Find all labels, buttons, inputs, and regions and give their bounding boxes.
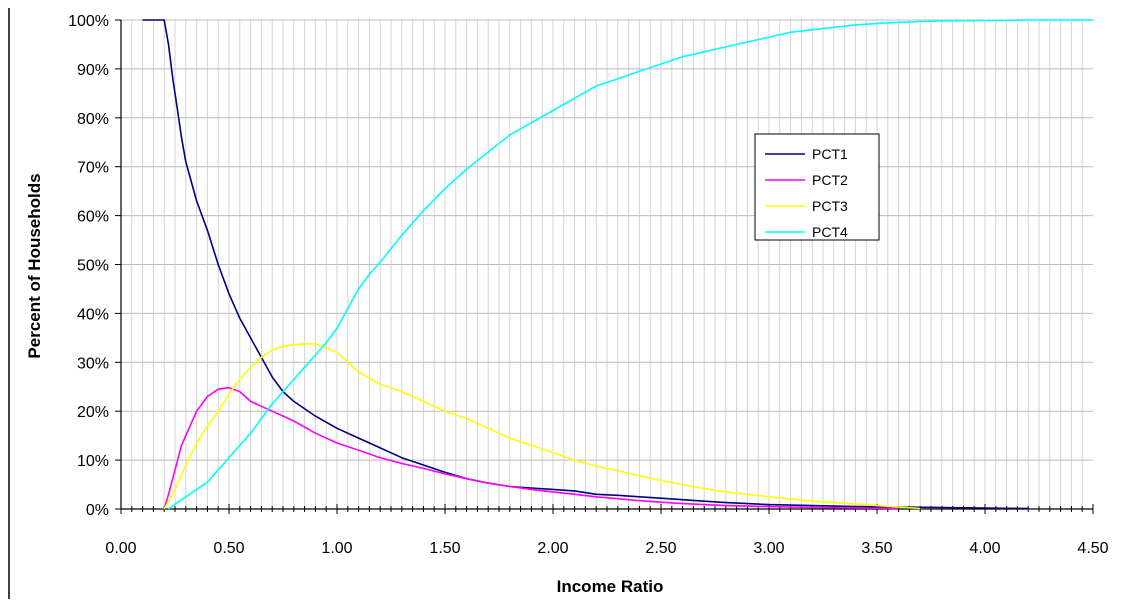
x-tick-label: 2.50	[645, 540, 676, 557]
x-tick-label: 4.00	[969, 540, 1000, 557]
y-tick-label: 90%	[77, 62, 109, 79]
series-line-pct1	[142, 19, 1029, 510]
y-tick-label: 10%	[77, 453, 109, 470]
x-tick-label: 4.50	[1077, 540, 1108, 557]
axes	[115, 19, 1094, 514]
x-tick-label: 2.00	[537, 540, 568, 557]
y-tick-label: 30%	[77, 355, 109, 372]
series-line-pct3	[163, 342, 921, 510]
x-tick-label: 0.50	[213, 540, 244, 557]
y-tick-label: 40%	[77, 306, 109, 323]
x-tick-label: 3.00	[753, 540, 784, 557]
y-tick-label: 70%	[77, 160, 109, 177]
series-line-pct2	[163, 386, 899, 510]
x-axis-title: Income Ratio	[557, 577, 664, 596]
x-tick-label: 1.50	[429, 540, 460, 557]
y-tick-label: 60%	[77, 209, 109, 226]
legend-box	[754, 133, 880, 241]
y-tick-label: 20%	[77, 404, 109, 421]
series-lines	[142, 19, 1093, 510]
y-axis-title: Percent of Households	[25, 173, 44, 358]
series-line-pct4	[168, 19, 1093, 510]
x-tick-label: 0.00	[105, 540, 136, 557]
legend-label-pct2: PCT2	[812, 172, 848, 188]
y-tick-label: 80%	[77, 111, 109, 128]
legend-label-pct3: PCT3	[812, 198, 848, 214]
y-tick-label: 100%	[68, 13, 109, 30]
gridlines	[121, 19, 1093, 509]
x-tick-label: 3.50	[861, 540, 892, 557]
legend: PCT1 PCT2 PCT3 PCT4	[754, 133, 880, 241]
x-tick-label: 1.00	[321, 540, 352, 557]
y-tick-labels: 0% 10% 20% 30% 40% 50% 60% 70% 80% 90% 100%	[68, 13, 109, 519]
legend-label-pct1: PCT1	[812, 146, 848, 162]
legend-label-pct4: PCT4	[812, 224, 848, 240]
y-tick-label: 0%	[86, 502, 109, 519]
x-tick-labels: 0.00 0.50 1.00 1.50 2.00 2.50 3.00 3.50 4.00 4.50	[105, 540, 1108, 557]
y-tick-label: 50%	[77, 258, 109, 275]
